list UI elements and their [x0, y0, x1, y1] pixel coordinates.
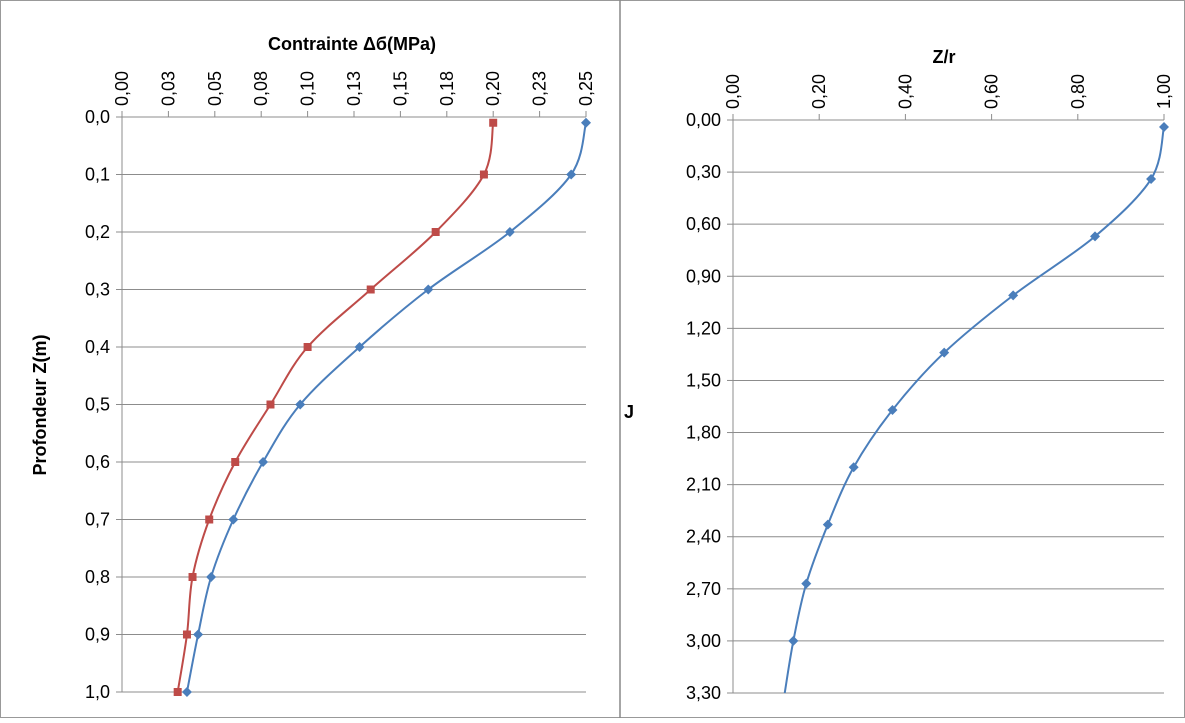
series-2-point: [188, 573, 197, 581]
series-1-point: [1008, 290, 1019, 301]
series-1-point: [1146, 174, 1157, 185]
series-2-point: [479, 170, 488, 179]
x-tick-label: 0,15: [390, 71, 410, 106]
y-tick-label: 1,50: [686, 370, 721, 390]
x-tick-label: 0,25: [576, 71, 596, 106]
y-tick-label: 0,7: [85, 510, 110, 530]
x-tick-label: 0,00: [112, 71, 132, 106]
x-tick-label: 0,03: [158, 71, 178, 106]
y-tick-label: 0,9: [85, 625, 110, 645]
x-tick-label: 0,10: [298, 71, 318, 106]
series-2-point: [489, 118, 498, 127]
y-tick-label: 3,00: [686, 631, 721, 651]
y-tick-label: 3,30: [686, 683, 721, 703]
series-1-point: [206, 572, 217, 582]
series-1-point: [801, 578, 812, 589]
series-1-point: [822, 519, 833, 530]
series-1-point: [1159, 121, 1169, 132]
chart-1-y-axis-label: Profondeur Z(m): [30, 335, 50, 476]
series-2-point: [266, 400, 275, 409]
y-tick-label: 0,5: [85, 395, 110, 415]
y-tick-label: 0,4: [85, 337, 110, 357]
chart-1-gridlines: [122, 174, 586, 693]
y-tick-label: 0,1: [85, 165, 110, 185]
x-tick-label: 0,18: [437, 71, 457, 106]
x-tick-label: 0,20: [809, 74, 829, 109]
x-tick-label: 0,00: [723, 74, 743, 109]
series-1-point: [181, 687, 192, 697]
y-tick-label: 1,0: [85, 682, 110, 702]
y-tick-label: 0,30: [686, 162, 721, 182]
x-tick-label: 1,00: [1154, 74, 1174, 109]
y-tick-label: 0,90: [686, 266, 721, 286]
chart-1-series: [173, 117, 591, 697]
series-2-point: [205, 515, 214, 524]
series-1-point: [354, 342, 365, 352]
series-1-point: [258, 457, 269, 467]
y-tick-label: 2,10: [686, 475, 721, 495]
chart-2-x-tick-labels: 0,00 0,20 0,40 0,60 0,80 1,00: [723, 74, 1174, 109]
y-tick-label: 0,6: [85, 452, 110, 472]
chart-1-y-tick-labels: 0,0 0,1 0,2 0,3 0,4 0,5 0,6 0,7 0,8 0,9 1,0: [85, 107, 110, 702]
x-tick-label: 0,05: [205, 71, 225, 106]
chart-2-y-axis-label: J: [624, 402, 634, 422]
series-1-point: [193, 629, 204, 640]
chart-1: 0,00 0,03 0,05 0,08 0,10 0,13 0,15 0,18 0,20 0,23…: [30, 34, 596, 702]
x-tick-label: 0,23: [530, 71, 550, 106]
x-tick-label: 0,80: [1068, 74, 1088, 109]
series-1-point: [848, 462, 859, 473]
series-2-point: [431, 228, 440, 236]
y-tick-label: 0,0: [85, 107, 110, 127]
series-2-point: [231, 458, 240, 466]
x-tick-label: 0,60: [982, 74, 1002, 109]
series-2-point: [182, 630, 191, 639]
y-tick-label: 0,2: [85, 222, 110, 242]
y-tick-label: 0,3: [85, 280, 110, 300]
y-tick-label: 2,70: [686, 579, 721, 599]
chart-1-axes: [116, 111, 587, 693]
x-tick-label: 0,40: [895, 74, 915, 109]
chart-1-title: Contrainte Δб(MPa): [268, 34, 436, 54]
series-1-point: [788, 635, 799, 646]
series-2-line: [176, 122, 495, 693]
chart-2-series: [783, 121, 1169, 694]
y-tick-label: 0,00: [686, 110, 721, 130]
series-1-point: [228, 514, 239, 525]
x-tick-label: 0,13: [344, 71, 364, 106]
x-tick-label: 0,08: [251, 71, 271, 106]
series-1-point: [566, 169, 577, 180]
series-1-point: [423, 284, 434, 295]
y-tick-label: 0,8: [85, 567, 110, 587]
series-1-line: [783, 126, 1165, 694]
chart-2-y-tick-labels: 0,00 0,30 0,60 0,90 1,20 1,50 1,80 2,10 2,40 2,70…: [686, 110, 721, 703]
series-1-point: [887, 404, 898, 415]
y-tick-label: 1,80: [686, 423, 721, 443]
series-1-point: [504, 227, 515, 237]
y-tick-label: 1,20: [686, 318, 721, 338]
y-tick-label: 0,60: [686, 214, 721, 234]
chart-2-axes: [727, 114, 1165, 694]
chart-2: 0,00 0,20 0,40 0,60 0,80 1,00 0,00 0,30 0,60 0,9…: [624, 47, 1174, 703]
series-1-point: [939, 347, 950, 358]
x-tick-label: 0,20: [483, 71, 503, 106]
y-tick-label: 2,40: [686, 527, 721, 547]
chart-1-x-tick-labels: 0,00 0,03 0,05 0,08 0,10 0,13 0,15 0,18 0,20 0,23…: [112, 71, 596, 106]
chart-2-gridlines: [733, 171, 1164, 694]
series-2-point: [303, 343, 312, 351]
series-2-point: [366, 285, 375, 294]
series-1-point: [581, 117, 591, 128]
series-2-point: [173, 688, 182, 696]
series-1-point: [1090, 231, 1101, 242]
chart-2-title: Z/r: [932, 47, 955, 67]
series-1-point: [295, 399, 306, 410]
